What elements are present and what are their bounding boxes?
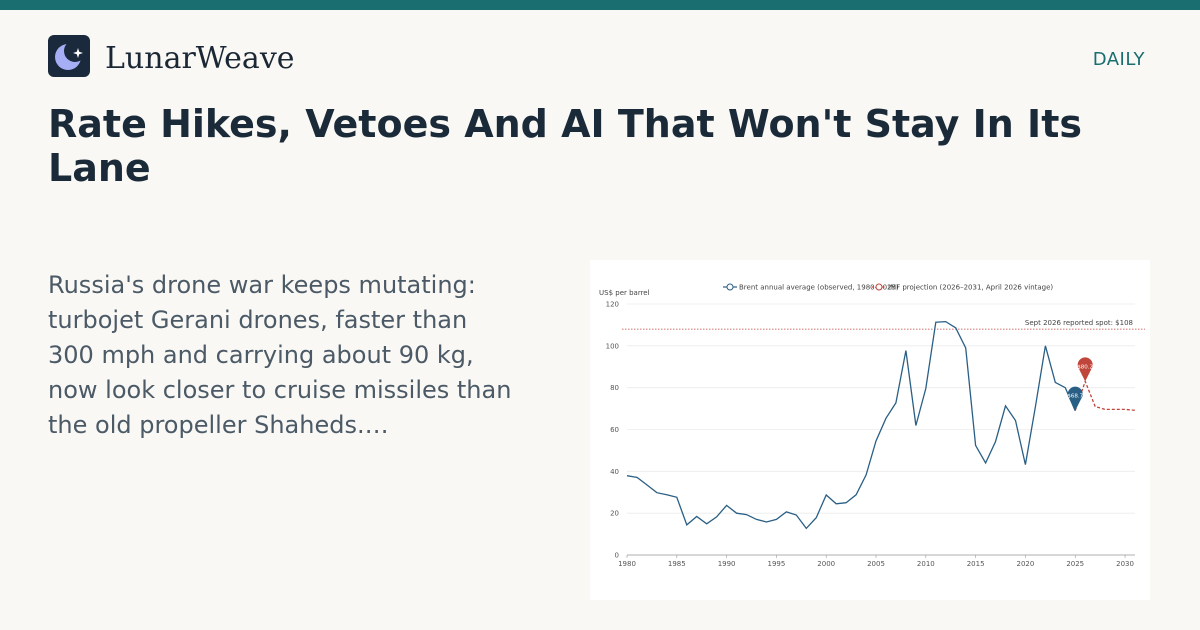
x-tick-label: 2030 [1116, 560, 1134, 568]
y-tick-label: 120 [606, 301, 619, 309]
x-tick-label: 1985 [668, 560, 686, 568]
article-headline[interactable]: Rate Hikes, Vetoes And AI That Won't Sta… [48, 102, 1082, 190]
crescent-moon-star-icon [55, 40, 86, 70]
x-tick-label: 2010 [917, 560, 935, 568]
chart-card: 0 20 40 60 80 100 120 1980 1985 1990 1995 2000 2005 2… [590, 260, 1150, 600]
brent-price-chart: 0 20 40 60 80 100 120 1980 1985 1990 1995 2000 2005 2… [599, 283, 1145, 568]
y-tick-label: 40 [610, 468, 619, 476]
projection-series-line [1074, 379, 1136, 411]
x-tick-label: 2015 [967, 560, 985, 568]
price-pin-marker [1077, 357, 1093, 382]
x-tick-label: 2000 [817, 560, 835, 568]
legend-marker [875, 283, 883, 291]
section-label[interactable]: DAILY [1092, 49, 1145, 70]
y-tick-label: 60 [610, 426, 619, 434]
observed-series-line [626, 320, 1076, 530]
x-tick-label: 2020 [1017, 560, 1035, 568]
legend-marker [726, 283, 734, 291]
legend-entry: IMF projection (2026–2031, April 2026 vi… [888, 284, 1053, 292]
price-pin-label: $68.7 [1067, 394, 1083, 400]
brand-name[interactable]: LunarWeave [105, 41, 295, 76]
y-tick-label: 100 [606, 342, 619, 350]
price-pin-marker [1067, 386, 1083, 411]
y-axis-label: US$ per barrel [599, 289, 650, 297]
y-tick-label: 20 [610, 510, 619, 518]
x-tick-label: 1990 [718, 560, 736, 568]
brand-logo[interactable] [48, 35, 90, 77]
legend-entry: Brent annual average (observed, 1980–202… [739, 284, 899, 292]
x-tick-label: 1980 [618, 560, 636, 568]
x-tick-label: 2005 [867, 560, 885, 568]
price-pin-label: $80.2 [1077, 364, 1093, 370]
y-tick-label: 80 [610, 384, 619, 392]
article-summary: Russia's drone war keeps mutating: turbo… [48, 271, 512, 439]
spot-price-label: Sept 2026 reported spot: $108 [1025, 319, 1133, 327]
x-tick-label: 2025 [1066, 560, 1084, 568]
y-tick-label: 0 [615, 552, 619, 560]
x-tick-label: 1995 [767, 560, 785, 568]
top-accent-bar [0, 0, 1200, 10]
